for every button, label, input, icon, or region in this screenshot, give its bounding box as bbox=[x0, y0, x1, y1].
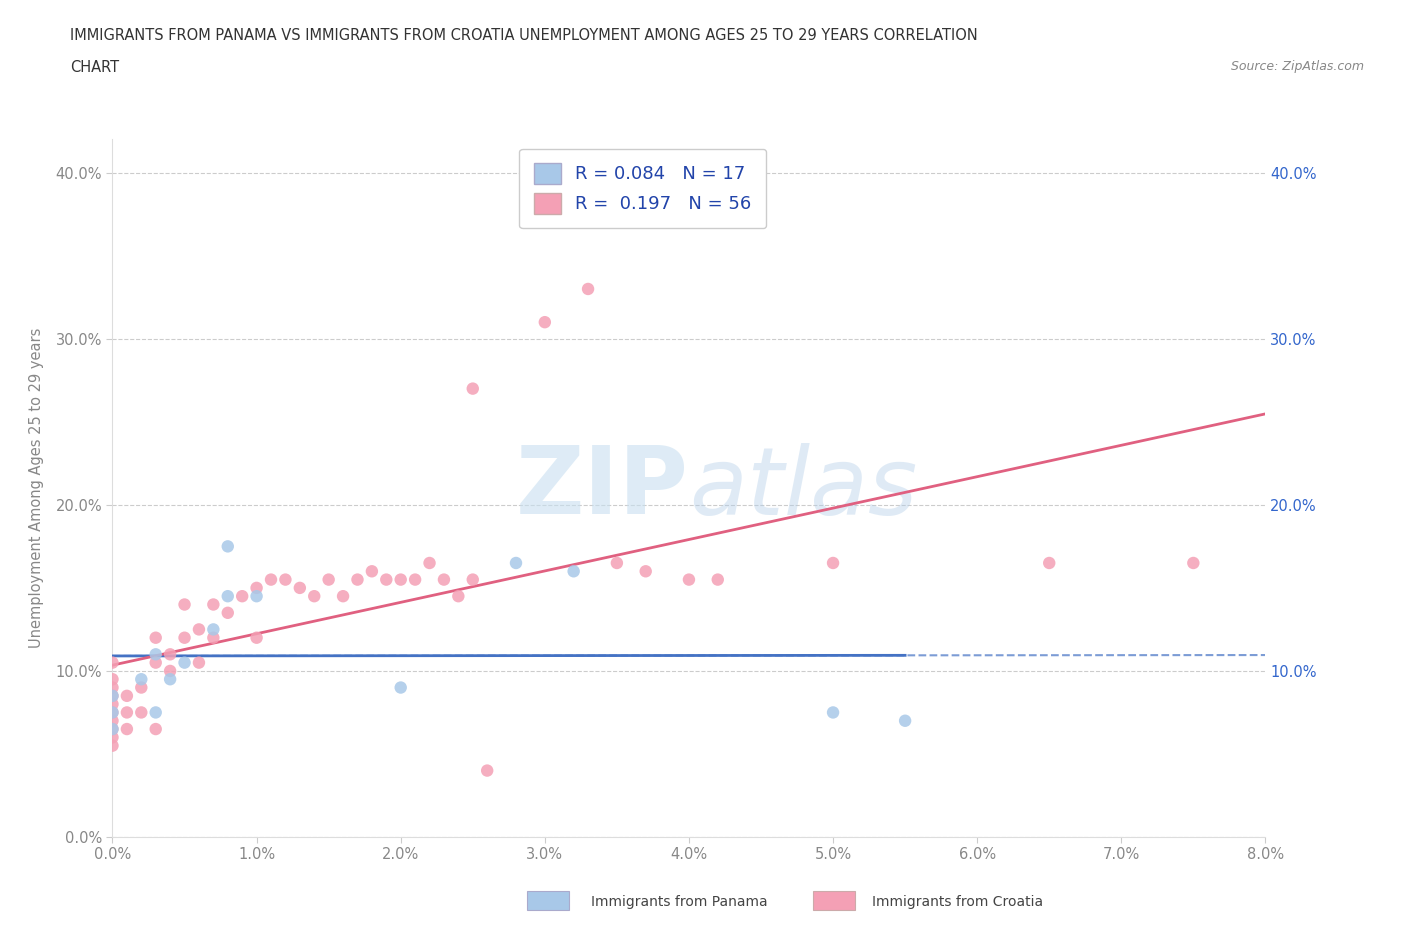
Point bbox=[173, 656, 195, 671]
Point bbox=[101, 688, 124, 703]
Point bbox=[475, 764, 498, 778]
Point bbox=[461, 381, 484, 396]
Point bbox=[821, 555, 844, 570]
Point bbox=[145, 722, 167, 737]
Point bbox=[419, 555, 441, 570]
Text: IMMIGRANTS FROM PANAMA VS IMMIGRANTS FROM CROATIA UNEMPLOYMENT AMONG AGES 25 TO : IMMIGRANTS FROM PANAMA VS IMMIGRANTS FRO… bbox=[70, 28, 979, 43]
Point bbox=[1038, 555, 1060, 570]
Point bbox=[115, 722, 138, 737]
Point bbox=[115, 688, 138, 703]
Point bbox=[707, 572, 730, 587]
FancyBboxPatch shape bbox=[813, 891, 855, 910]
Point bbox=[101, 705, 124, 720]
Point bbox=[304, 589, 326, 604]
Point bbox=[145, 647, 167, 662]
Point bbox=[360, 564, 382, 578]
Point bbox=[389, 572, 412, 587]
Point bbox=[129, 680, 153, 695]
Point bbox=[101, 656, 124, 671]
Point bbox=[245, 589, 267, 604]
Point bbox=[101, 713, 124, 728]
Point bbox=[101, 671, 124, 686]
Point bbox=[188, 622, 211, 637]
Point bbox=[129, 705, 153, 720]
Point bbox=[634, 564, 657, 578]
Point bbox=[404, 572, 426, 587]
Point bbox=[101, 722, 124, 737]
Point bbox=[375, 572, 398, 587]
Point bbox=[101, 705, 124, 720]
Point bbox=[101, 680, 124, 695]
Point bbox=[533, 314, 555, 329]
Point bbox=[346, 572, 368, 587]
Point bbox=[678, 572, 700, 587]
Point bbox=[562, 564, 585, 578]
Point bbox=[159, 671, 181, 686]
Point bbox=[576, 282, 599, 297]
Point bbox=[145, 631, 167, 645]
Point bbox=[288, 580, 311, 595]
Point bbox=[145, 656, 167, 671]
Point bbox=[447, 589, 470, 604]
Point bbox=[260, 572, 283, 587]
Point bbox=[115, 705, 138, 720]
Point bbox=[894, 713, 917, 728]
Text: Immigrants from Croatia: Immigrants from Croatia bbox=[872, 895, 1043, 910]
Text: CHART: CHART bbox=[70, 60, 120, 75]
Point bbox=[461, 572, 484, 587]
Point bbox=[274, 572, 297, 587]
Point bbox=[101, 688, 124, 703]
Point bbox=[245, 631, 267, 645]
Point bbox=[101, 722, 124, 737]
Point bbox=[389, 680, 412, 695]
Point bbox=[217, 605, 239, 620]
Text: Source: ZipAtlas.com: Source: ZipAtlas.com bbox=[1230, 60, 1364, 73]
Point bbox=[101, 697, 124, 711]
Point bbox=[159, 663, 181, 678]
FancyBboxPatch shape bbox=[527, 891, 569, 910]
Text: ZIP: ZIP bbox=[516, 443, 689, 534]
Point bbox=[245, 580, 267, 595]
Point bbox=[505, 555, 527, 570]
Legend: R = 0.084   N = 17, R =  0.197   N = 56: R = 0.084 N = 17, R = 0.197 N = 56 bbox=[519, 149, 766, 228]
Point bbox=[202, 622, 225, 637]
Point bbox=[188, 656, 211, 671]
Point bbox=[318, 572, 340, 587]
Point bbox=[129, 671, 153, 686]
Point bbox=[821, 705, 844, 720]
Point bbox=[101, 738, 124, 753]
Point bbox=[173, 597, 195, 612]
Point bbox=[145, 705, 167, 720]
Point bbox=[231, 589, 253, 604]
Point bbox=[202, 631, 225, 645]
Point bbox=[159, 647, 181, 662]
Point bbox=[217, 539, 239, 554]
Point bbox=[332, 589, 354, 604]
Point bbox=[101, 730, 124, 745]
Point bbox=[433, 572, 456, 587]
Text: Immigrants from Panama: Immigrants from Panama bbox=[591, 895, 768, 910]
Point bbox=[202, 597, 225, 612]
Y-axis label: Unemployment Among Ages 25 to 29 years: Unemployment Among Ages 25 to 29 years bbox=[30, 328, 45, 648]
Point bbox=[217, 589, 239, 604]
Point bbox=[1182, 555, 1205, 570]
Point bbox=[606, 555, 628, 570]
Point bbox=[173, 631, 195, 645]
Text: atlas: atlas bbox=[689, 443, 917, 534]
